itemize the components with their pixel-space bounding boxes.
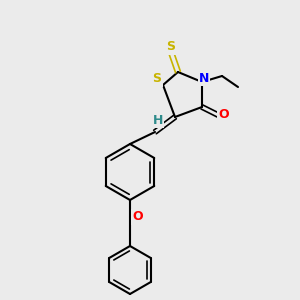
- Text: S: S: [152, 73, 161, 85]
- Text: O: O: [133, 211, 143, 224]
- Text: O: O: [219, 109, 229, 122]
- Text: H: H: [153, 113, 163, 127]
- Text: N: N: [199, 71, 209, 85]
- Text: S: S: [167, 40, 176, 53]
